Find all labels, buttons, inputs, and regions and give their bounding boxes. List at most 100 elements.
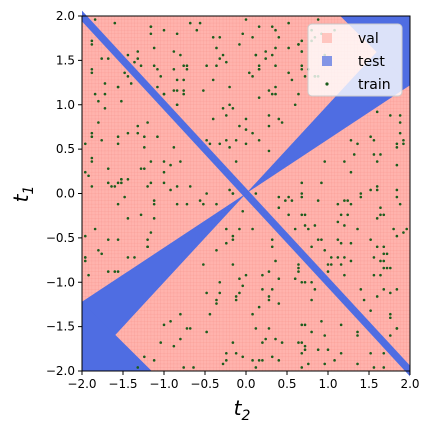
train-point — [182, 92, 185, 96]
train-point — [139, 167, 143, 170]
train-point — [362, 298, 366, 302]
train-point — [290, 199, 294, 202]
train-point — [93, 227, 97, 231]
train-point — [202, 202, 205, 206]
train-point — [372, 153, 376, 156]
train-point — [382, 266, 386, 270]
train-point — [234, 160, 238, 163]
train-point — [83, 256, 87, 259]
train-point — [349, 202, 353, 206]
train-point — [303, 224, 307, 227]
train-point — [211, 78, 215, 82]
train-point — [297, 43, 300, 46]
train-point — [244, 117, 248, 121]
train-point — [389, 316, 392, 320]
train-point — [205, 291, 208, 295]
train-point — [267, 327, 271, 330]
train-point — [323, 249, 327, 252]
train-point — [139, 64, 143, 67]
train-point — [303, 344, 307, 348]
train-point — [218, 142, 222, 146]
train-point — [83, 234, 87, 238]
train-point — [83, 142, 87, 146]
train-point — [261, 359, 264, 362]
train-point — [297, 92, 300, 96]
x-tick-label: 0.5 — [277, 377, 296, 391]
train-point — [375, 217, 379, 220]
train-point — [300, 64, 304, 67]
train-point — [198, 21, 202, 25]
train-point — [175, 185, 179, 188]
train-point — [159, 341, 163, 344]
train-point — [185, 327, 189, 330]
train-point — [356, 334, 359, 337]
train-point — [300, 341, 304, 344]
train-point — [156, 135, 159, 138]
train-point — [310, 330, 313, 334]
train-point — [185, 64, 189, 67]
train-point — [110, 185, 113, 188]
train-point — [231, 192, 235, 195]
train-point — [274, 337, 277, 341]
x-axis-label: t2 — [234, 396, 251, 424]
train-point — [339, 241, 343, 245]
train-point — [175, 78, 179, 82]
train-point — [218, 57, 222, 60]
train-point — [175, 89, 179, 92]
legend-marker-val — [322, 33, 332, 43]
train-point — [146, 185, 149, 188]
train-point — [231, 263, 235, 266]
train-point — [228, 103, 231, 107]
y-tick-label: 1.5 — [56, 53, 75, 67]
train-point — [300, 181, 304, 185]
train-point — [149, 181, 153, 185]
train-point — [300, 50, 304, 53]
train-point — [349, 241, 353, 245]
train-point — [172, 146, 176, 149]
train-point — [287, 195, 290, 199]
train-point — [162, 170, 166, 174]
y-tick-label: −0.5 — [46, 231, 75, 245]
train-point — [90, 135, 94, 138]
train-point — [126, 75, 130, 78]
train-point — [339, 263, 343, 266]
train-point — [343, 160, 346, 163]
train-point — [389, 291, 392, 295]
train-point — [175, 202, 179, 206]
train-point — [254, 53, 258, 57]
train-point — [264, 337, 267, 341]
y-tick-label: −1.0 — [46, 275, 75, 289]
train-point — [352, 153, 356, 156]
x-tick-label: 0.0 — [236, 377, 255, 391]
test-cone-region — [82, 16, 410, 371]
train-point — [389, 312, 392, 316]
train-point — [90, 43, 94, 46]
train-point — [270, 25, 274, 28]
train-point — [293, 277, 297, 281]
train-point — [316, 348, 320, 352]
train-point — [179, 312, 182, 316]
train-point — [156, 85, 159, 89]
train-point — [225, 138, 228, 142]
train-point — [83, 259, 87, 263]
train-point — [280, 341, 284, 344]
legend-label-test: test — [358, 54, 385, 70]
train-point — [333, 359, 336, 362]
legend: val test train — [307, 23, 403, 97]
train-point — [106, 167, 110, 170]
train-point — [405, 227, 409, 231]
train-point — [103, 107, 107, 110]
train-point — [202, 263, 205, 266]
train-point — [228, 85, 231, 89]
train-point — [274, 64, 277, 67]
train-point — [300, 192, 304, 195]
train-point — [225, 241, 228, 245]
train-point — [323, 362, 327, 366]
train-point — [215, 302, 218, 305]
train-point — [254, 192, 258, 195]
train-point — [257, 359, 261, 362]
train-point — [90, 71, 94, 75]
train-point — [93, 18, 97, 21]
train-point — [100, 138, 103, 142]
train-point — [300, 280, 304, 284]
